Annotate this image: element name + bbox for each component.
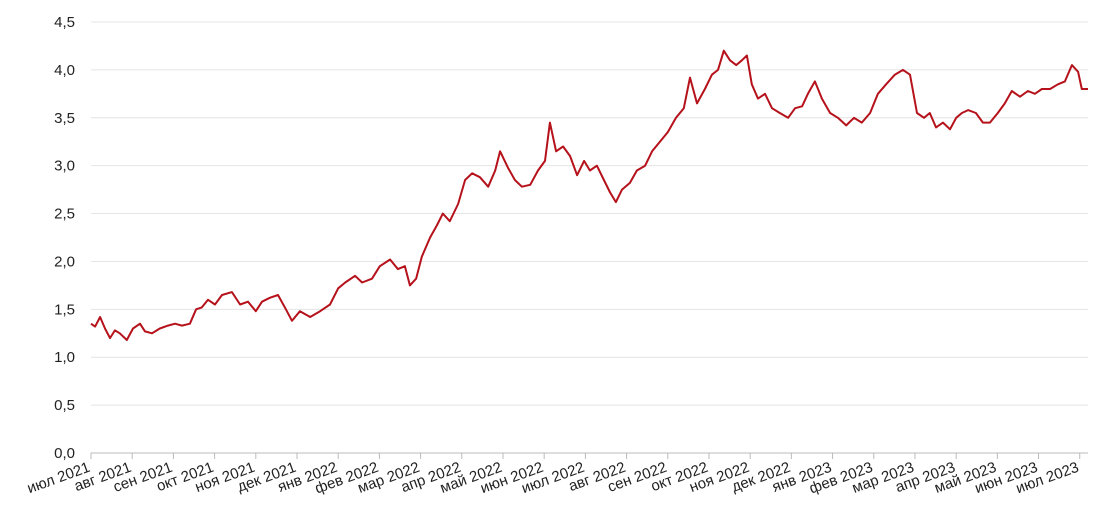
y-tick-label: 1,0 [54,349,75,366]
y-tick-label: 4,0 [54,62,75,79]
y-tick-label: 3,5 [54,110,75,127]
y-tick-label: 4,5 [54,14,75,31]
y-tick-label: 2,0 [54,253,75,270]
y-tick-label: 1,5 [54,301,75,318]
y-tick-label: 0,5 [54,397,75,414]
y-tick-label: 2,5 [54,206,75,223]
y-tick-label: 0,0 [54,445,75,462]
y-tick-label: 3,0 [54,158,75,175]
line [90,49,1088,341]
